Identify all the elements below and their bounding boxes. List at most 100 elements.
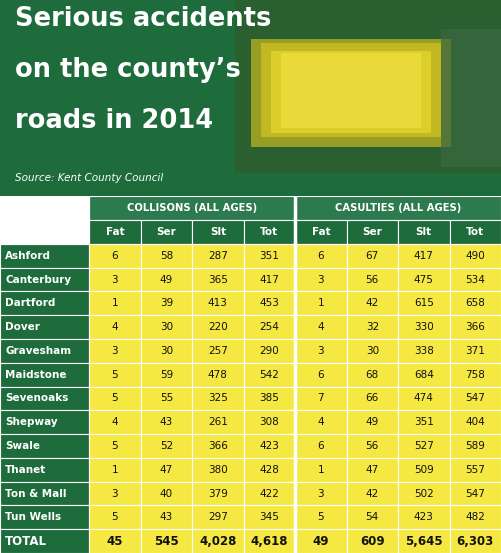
Bar <box>243 339 295 363</box>
Bar <box>295 482 347 505</box>
Bar <box>192 291 243 315</box>
Text: 371: 371 <box>465 346 485 356</box>
Text: 290: 290 <box>260 346 279 356</box>
Text: Shepway: Shepway <box>5 417 58 427</box>
Text: 417: 417 <box>260 274 279 285</box>
Bar <box>398 410 449 434</box>
Text: 545: 545 <box>154 535 179 547</box>
Text: 404: 404 <box>465 417 485 427</box>
Bar <box>449 363 501 387</box>
Text: 502: 502 <box>414 488 434 499</box>
Bar <box>295 458 347 482</box>
Bar <box>89 505 141 529</box>
Text: Tot: Tot <box>466 227 484 237</box>
Bar <box>89 458 141 482</box>
Bar <box>295 505 347 529</box>
Text: 68: 68 <box>366 369 379 380</box>
Text: Ashford: Ashford <box>5 251 51 261</box>
Text: 482: 482 <box>465 512 485 523</box>
Bar <box>347 268 398 291</box>
Bar <box>449 315 501 339</box>
Bar <box>449 268 501 291</box>
Bar <box>398 363 449 387</box>
Text: Slt: Slt <box>416 227 432 237</box>
Bar <box>89 363 141 387</box>
Bar <box>141 387 192 410</box>
Text: 423: 423 <box>414 512 434 523</box>
Text: Swale: Swale <box>5 441 40 451</box>
Text: 758: 758 <box>465 369 485 380</box>
Text: 30: 30 <box>366 346 379 356</box>
Bar <box>89 268 141 291</box>
Bar <box>243 387 295 410</box>
Bar <box>295 339 347 363</box>
Text: 5: 5 <box>112 441 118 451</box>
Text: 4,618: 4,618 <box>250 535 288 547</box>
Bar <box>89 410 141 434</box>
Text: Gravesham: Gravesham <box>5 346 71 356</box>
Bar <box>243 505 295 529</box>
Text: 338: 338 <box>414 346 434 356</box>
Bar <box>347 220 398 244</box>
Text: 380: 380 <box>208 465 228 475</box>
Bar <box>89 291 141 315</box>
Bar <box>141 529 192 553</box>
Text: 366: 366 <box>208 441 228 451</box>
Bar <box>141 268 192 291</box>
Bar <box>295 315 347 339</box>
Text: 3: 3 <box>112 274 118 285</box>
Bar <box>449 387 501 410</box>
Bar <box>141 315 192 339</box>
Bar <box>89 529 141 553</box>
Bar <box>0 458 89 482</box>
Bar <box>141 505 192 529</box>
Bar <box>449 339 501 363</box>
Bar <box>0 196 89 244</box>
Bar <box>141 244 192 268</box>
Text: 54: 54 <box>366 512 379 523</box>
Text: 66: 66 <box>366 393 379 404</box>
Text: 3: 3 <box>112 488 118 499</box>
Bar <box>441 29 501 167</box>
Text: 308: 308 <box>260 417 279 427</box>
Text: 474: 474 <box>414 393 434 404</box>
Text: 30: 30 <box>160 322 173 332</box>
Text: 52: 52 <box>160 441 173 451</box>
Bar <box>243 410 295 434</box>
Text: 5: 5 <box>112 369 118 380</box>
Text: on the county’s: on the county’s <box>15 57 241 83</box>
Bar <box>243 434 295 458</box>
Bar <box>192 363 243 387</box>
Text: 1: 1 <box>318 298 324 309</box>
Text: 542: 542 <box>260 369 279 380</box>
Bar <box>192 458 243 482</box>
Bar <box>243 529 295 553</box>
Text: 413: 413 <box>208 298 228 309</box>
Text: 365: 365 <box>208 274 228 285</box>
Text: 325: 325 <box>208 393 228 404</box>
Text: Ser: Ser <box>362 227 382 237</box>
Bar <box>347 410 398 434</box>
Text: 547: 547 <box>465 488 485 499</box>
Text: 478: 478 <box>208 369 228 380</box>
Text: Canterbury: Canterbury <box>5 274 71 285</box>
Text: 6: 6 <box>318 251 324 261</box>
Text: 5: 5 <box>318 512 324 523</box>
Text: 351: 351 <box>414 417 434 427</box>
Text: 7: 7 <box>318 393 324 404</box>
Bar <box>141 458 192 482</box>
Text: 3: 3 <box>318 346 324 356</box>
Bar <box>192 220 243 244</box>
Text: 30: 30 <box>160 346 173 356</box>
Text: 345: 345 <box>260 512 279 523</box>
Bar <box>89 196 295 220</box>
Bar <box>347 482 398 505</box>
Text: 475: 475 <box>414 274 434 285</box>
Bar <box>347 339 398 363</box>
Text: 45: 45 <box>107 535 123 547</box>
Bar <box>89 482 141 505</box>
Text: 261: 261 <box>208 417 228 427</box>
Bar <box>0 339 89 363</box>
Text: Slt: Slt <box>210 227 226 237</box>
Text: Dover: Dover <box>5 322 40 332</box>
